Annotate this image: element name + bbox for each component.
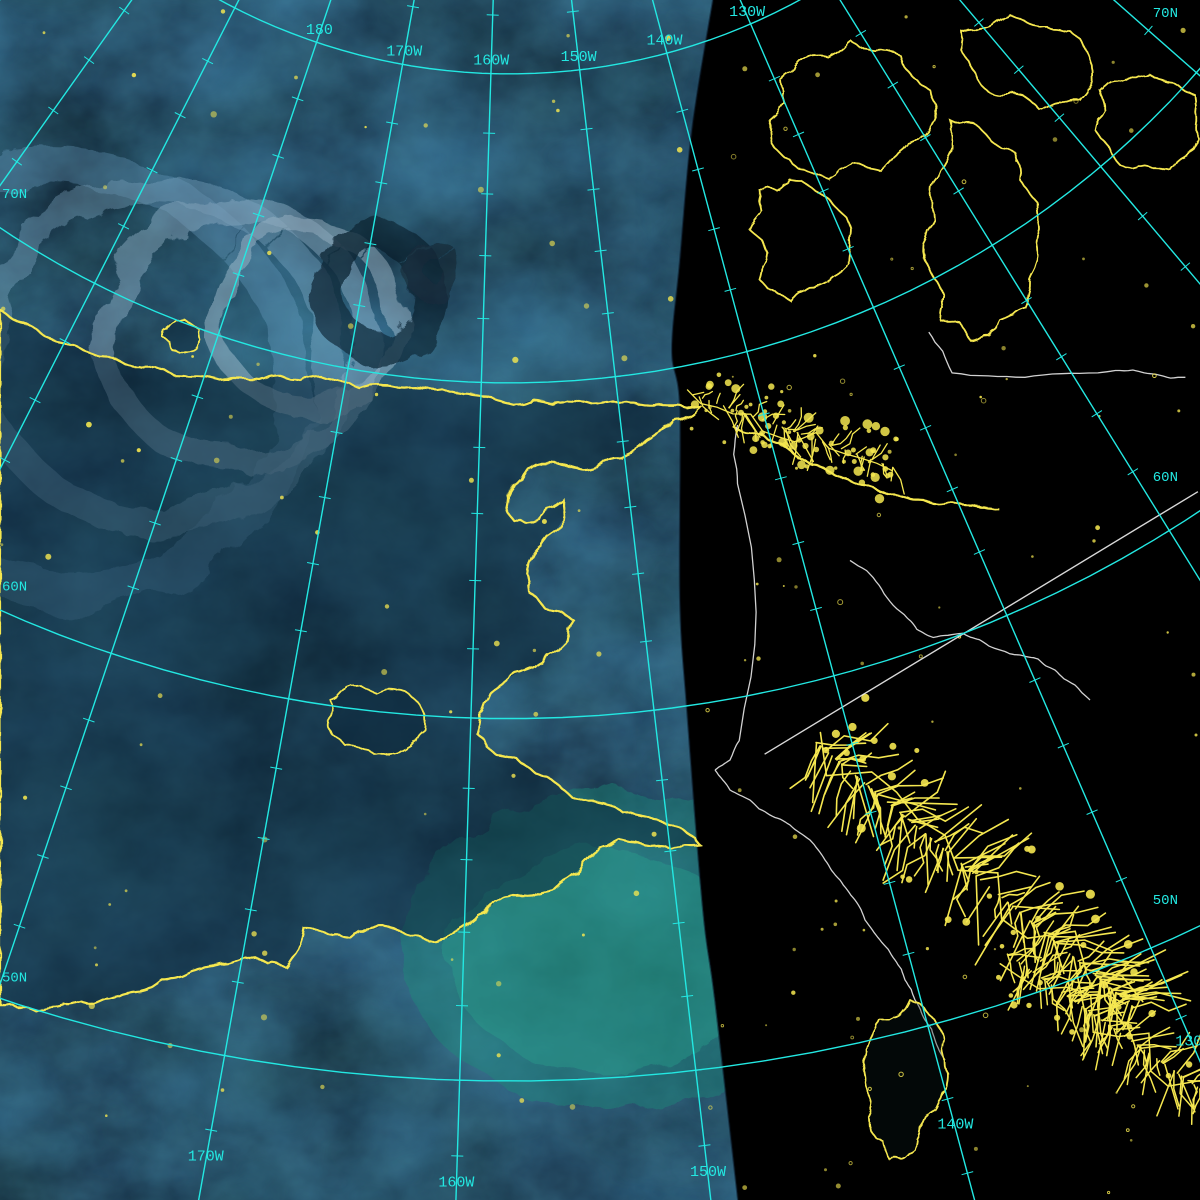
svg-text:130W: 130W (1175, 1034, 1200, 1051)
svg-text:50N: 50N (2, 970, 27, 986)
svg-text:70N: 70N (1153, 6, 1178, 22)
svg-text:60N: 60N (1153, 470, 1178, 486)
svg-text:60N: 60N (2, 580, 27, 596)
svg-text:140W: 140W (646, 33, 682, 50)
svg-text:50N: 50N (1153, 893, 1178, 909)
svg-text:180: 180 (306, 22, 333, 39)
svg-text:150W: 150W (561, 49, 597, 66)
svg-text:170E: 170E (221, 0, 257, 5)
svg-text:160W: 160W (438, 1175, 474, 1192)
svg-text:170W: 170W (188, 1148, 224, 1165)
svg-text:150W: 150W (690, 1164, 726, 1181)
svg-text:170W: 170W (386, 44, 422, 61)
svg-text:70N: 70N (2, 187, 27, 203)
svg-text:140W: 140W (937, 1117, 973, 1134)
svg-text:130W: 130W (729, 4, 765, 21)
svg-text:160W: 160W (473, 53, 509, 70)
